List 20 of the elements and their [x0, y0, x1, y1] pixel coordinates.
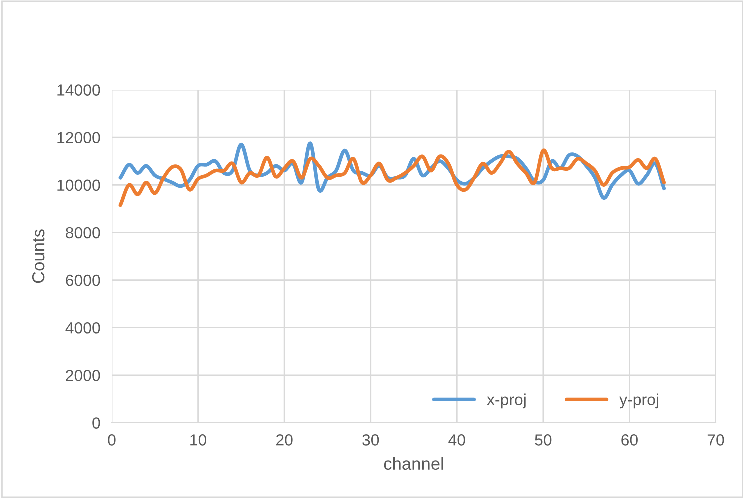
x-tick-label: 70 — [708, 434, 724, 446]
x-tick-label: 10 — [190, 434, 207, 446]
y-tick-label: 2000 — [66, 370, 100, 382]
x-tick-label: 0 — [108, 434, 116, 446]
y-axis-title: Counts — [32, 230, 45, 284]
legend-label: y-proj — [620, 394, 658, 409]
x-tick-label: 20 — [276, 434, 293, 446]
y-tick-label: 6000 — [66, 274, 100, 286]
y-tick-label: 8000 — [66, 227, 100, 239]
x-tick-label: 50 — [535, 434, 552, 446]
y-tick-label: 10000 — [58, 180, 100, 192]
y-tick-label: 12000 — [58, 132, 100, 144]
x-tick-label: 30 — [362, 434, 380, 446]
y-tick-label: 14000 — [58, 84, 100, 96]
legend-label: x-proj — [487, 394, 526, 409]
x-tick-label: 60 — [622, 434, 638, 446]
x-tick-label: 40 — [448, 434, 466, 446]
y-tick-label: 4000 — [66, 322, 100, 334]
x-axis-title: channel — [384, 457, 444, 470]
y-tick-label: 0 — [92, 418, 100, 429]
